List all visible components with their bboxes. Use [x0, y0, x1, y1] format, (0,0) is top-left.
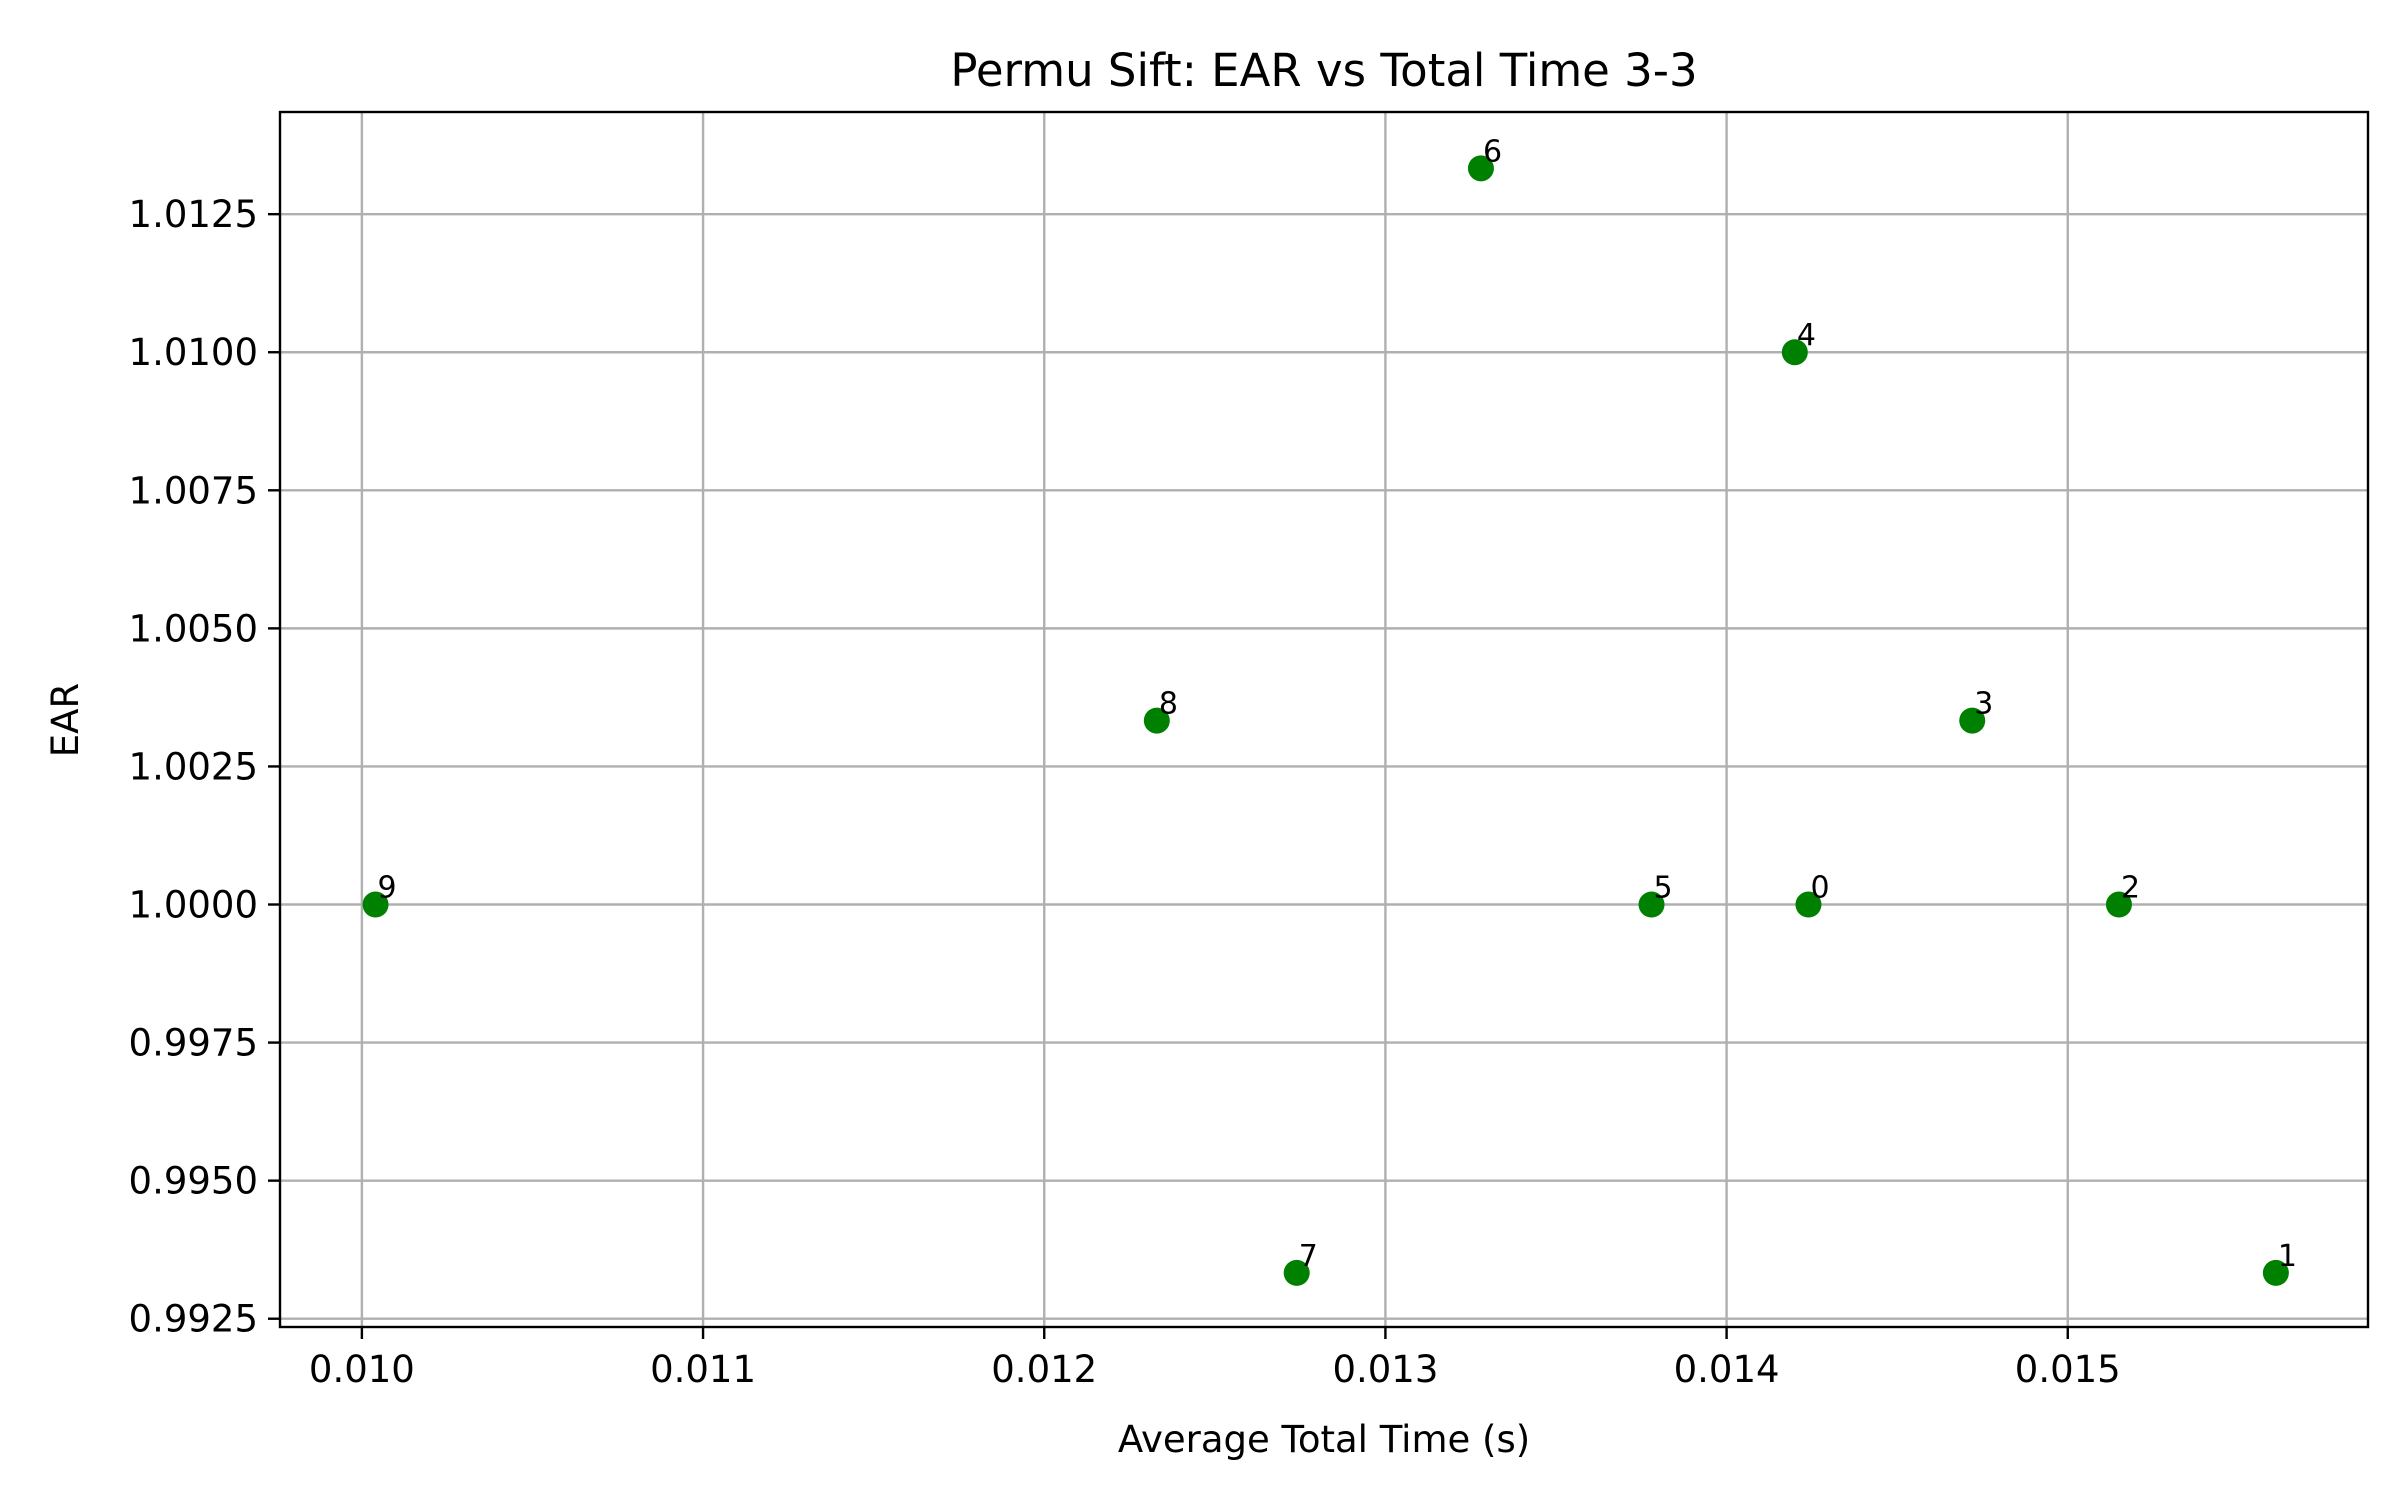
x-tick-label: 0.014	[1674, 1348, 1780, 1391]
data-point-1	[2262, 1259, 2289, 1286]
x-tick-label: 0.011	[650, 1348, 756, 1391]
data-point-labels: 0 1 2 3 4 5 6 7 8 9	[378, 134, 2297, 1274]
x-axis-title: Average Total Time (s)	[1118, 1418, 1530, 1461]
x-tick-label: 0.015	[2015, 1348, 2121, 1391]
data-point-label-7: 7	[1299, 1239, 1318, 1274]
data-point-8	[1143, 707, 1170, 734]
x-tick-label: 0.010	[309, 1348, 415, 1391]
data-point-label-2: 2	[2121, 871, 2140, 906]
data-point-7	[1283, 1259, 1310, 1286]
data-point-label-0: 0	[1810, 871, 1829, 906]
y-tick-label: 0.9975	[129, 1022, 258, 1065]
plot-area-frame	[278, 110, 2370, 1329]
data-point-label-4: 4	[1797, 318, 1816, 353]
x-axis-ticks: 0.010 0.011 0.012 0.013 0.014 0.015	[309, 1327, 2121, 1391]
data-point-label-8: 8	[1159, 687, 1178, 722]
data-point-3	[1959, 707, 1986, 734]
data-point-label-1: 1	[2278, 1239, 2297, 1274]
grid	[280, 112, 2368, 1327]
data-point-label-5: 5	[1654, 871, 1673, 906]
data-point-0	[1795, 891, 1822, 918]
y-tick-label: 0.9925	[129, 1298, 258, 1341]
y-tick-label: 0.9950	[129, 1160, 258, 1203]
y-axis-title: EAR	[44, 683, 87, 757]
y-tick-label: 1.0050	[129, 607, 258, 650]
y-tick-label: 1.0000	[129, 884, 258, 927]
data-point-5	[1638, 891, 1665, 918]
data-point-4	[1781, 339, 1808, 366]
y-tick-label: 1.0025	[129, 745, 258, 788]
y-tick-label: 1.0075	[129, 469, 258, 512]
data-point-label-3: 3	[1974, 687, 1993, 722]
chart-title: Permu Sift: EAR vs Total Time 3-3	[950, 44, 1697, 97]
data-points	[362, 155, 2289, 1286]
data-point-6	[1467, 155, 1494, 182]
y-tick-label: 1.0100	[129, 331, 258, 374]
y-tick-label: 1.0125	[129, 193, 258, 236]
x-tick-label: 0.012	[991, 1348, 1097, 1391]
y-axis-ticks: 0.9925 0.9950 0.9975 1.0000 1.0025 1.0050 1.00…	[129, 193, 280, 1341]
data-point-9	[362, 891, 389, 918]
data-point-label-9: 9	[378, 871, 397, 906]
data-point-2	[2105, 891, 2132, 918]
data-point-label-6: 6	[1483, 134, 1502, 169]
x-tick-label: 0.013	[1332, 1348, 1438, 1391]
